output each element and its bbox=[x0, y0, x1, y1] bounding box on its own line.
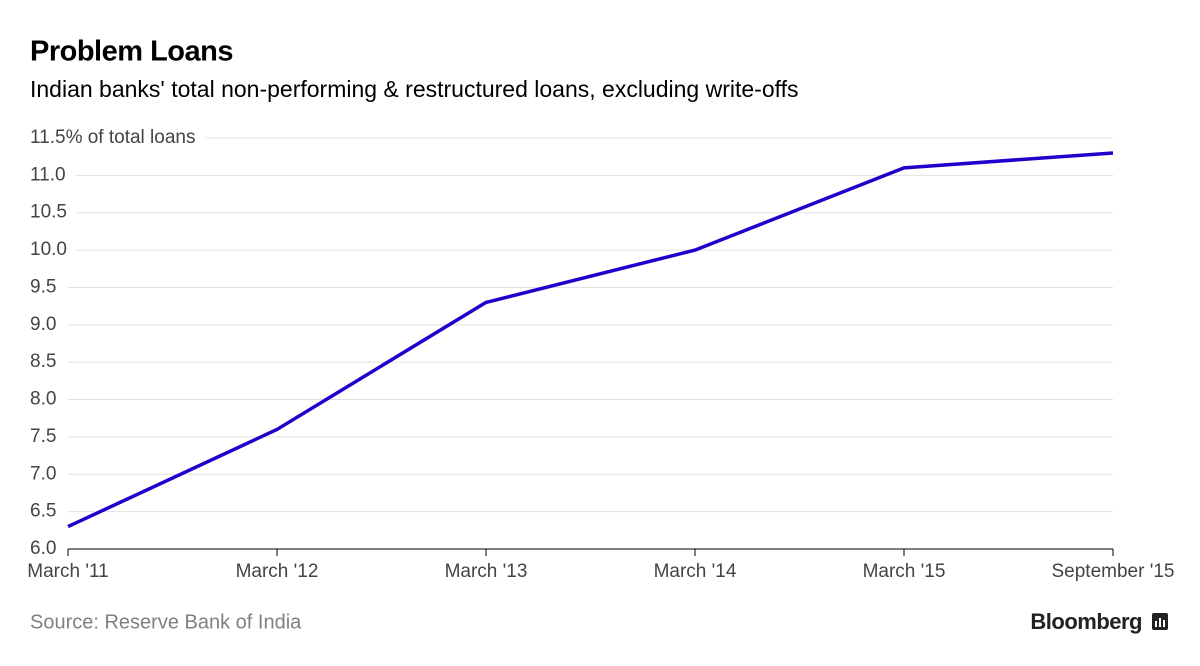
line-series bbox=[67, 151, 1114, 529]
x-tick-label: March '15 bbox=[863, 561, 946, 582]
y-tick-label: 9.0 bbox=[30, 314, 56, 335]
y-tick-label: 8.5 bbox=[30, 351, 56, 372]
y-tick-label: 11.5% of total loans bbox=[30, 127, 195, 148]
y-tick-label: 9.5 bbox=[30, 276, 56, 297]
y-tick-label: 7.5 bbox=[30, 426, 56, 447]
source: Source: Reserve Bank of India bbox=[30, 611, 302, 633]
y-tick-label: 6.0 bbox=[30, 538, 56, 559]
y-tick-label: 8.0 bbox=[30, 389, 56, 410]
y-tick-label: 6.5 bbox=[30, 501, 56, 522]
logo: Bloomberg bbox=[1030, 609, 1142, 634]
x-tick-label: September '15 bbox=[1052, 561, 1175, 582]
x-tick-label: March '12 bbox=[236, 561, 319, 582]
x-tick-label: March '13 bbox=[445, 561, 528, 582]
y-tick-label: 7.0 bbox=[30, 463, 56, 484]
y-tick-label: 10.0 bbox=[30, 239, 67, 260]
chart-title: Problem Loans bbox=[30, 36, 233, 68]
x-tick-label: March '14 bbox=[654, 561, 737, 582]
y-tick-label: 10.5 bbox=[30, 202, 67, 223]
logo-icon bbox=[1152, 613, 1168, 630]
x-tick-label: March '11 bbox=[27, 561, 108, 582]
chart-subtitle: Indian banks' total non-performing & res… bbox=[30, 76, 798, 102]
y-tick-label: 11.0 bbox=[30, 164, 66, 185]
